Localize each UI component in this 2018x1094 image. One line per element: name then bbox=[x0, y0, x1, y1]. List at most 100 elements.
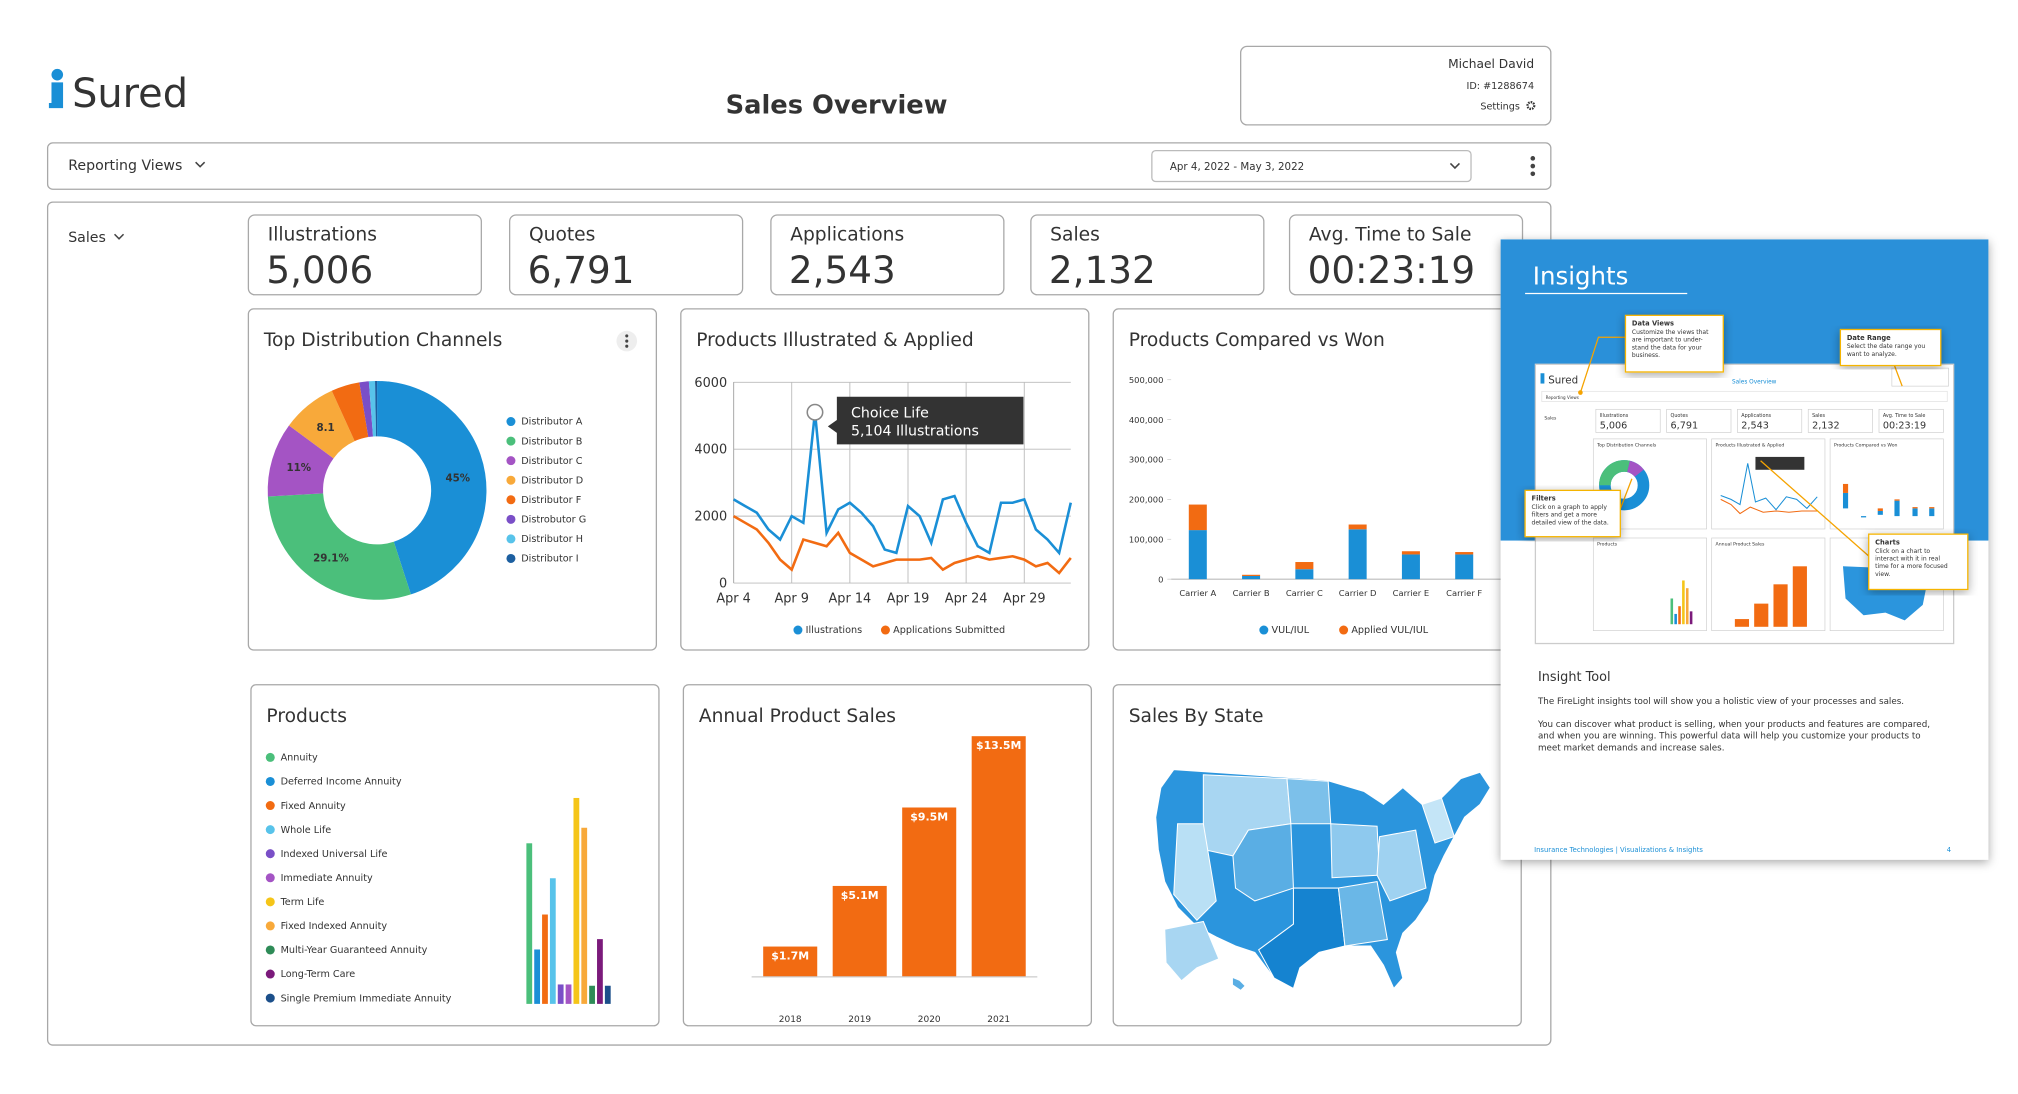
x-tick-label: 2020 bbox=[918, 1015, 941, 1025]
mini-bar bbox=[1842, 483, 1849, 493]
map-region bbox=[1286, 778, 1332, 825]
mini-card bbox=[1711, 438, 1826, 530]
legend-swatch bbox=[265, 969, 275, 979]
callout-box bbox=[1868, 533, 1969, 591]
kpi-label: Illustrations bbox=[268, 225, 377, 246]
kebab-dot[interactable] bbox=[1530, 171, 1536, 177]
mini-kpi-value: 5,006 bbox=[1600, 421, 1628, 432]
x-tick-label: Apr 9 bbox=[774, 591, 809, 606]
map-hawaii bbox=[1232, 978, 1245, 990]
data-label: $9.5M bbox=[910, 810, 948, 823]
mini-kpi-value: 2,132 bbox=[1812, 421, 1840, 432]
donut-segment bbox=[377, 380, 487, 595]
insights-panel: Insights Sured Sales Overview Reporting Vie… bbox=[1500, 239, 1989, 860]
data-label: 8.1 bbox=[316, 422, 334, 434]
mini-logo-icon bbox=[1540, 373, 1545, 384]
logo-icon-dot bbox=[51, 68, 64, 81]
legend-label: Illustrations bbox=[806, 625, 862, 636]
callout-text: stand the data for your bbox=[1632, 344, 1702, 351]
bar bbox=[573, 797, 580, 1004]
legend-swatch bbox=[506, 417, 516, 427]
callout-text: business. bbox=[1632, 352, 1660, 359]
legend-swatch bbox=[506, 534, 516, 544]
reporting-views-dropdown[interactable]: Reporting Views bbox=[68, 158, 182, 174]
legend-swatch bbox=[506, 553, 516, 563]
kebab-dot[interactable] bbox=[625, 334, 629, 338]
donut-segment bbox=[331, 382, 369, 442]
bar bbox=[902, 807, 957, 977]
legend-label: Distrobutor G bbox=[521, 515, 586, 526]
insights-paragraph: The FireLight insights tool will show yo… bbox=[1537, 697, 1904, 707]
logo: Sured bbox=[72, 71, 188, 117]
date-range-text: Apr 4, 2022 - May 3, 2022 bbox=[1170, 161, 1304, 173]
settings-gear[interactable] bbox=[1526, 101, 1536, 111]
kpi-label: Avg. Time to Sale bbox=[1309, 225, 1472, 246]
bar bbox=[565, 984, 572, 1004]
legend-label: Fixed Indexed Annuity bbox=[281, 921, 388, 932]
kebab-dot[interactable] bbox=[625, 344, 629, 348]
bar-segment bbox=[1295, 569, 1314, 580]
legend-swatch bbox=[1339, 625, 1349, 635]
mini-card-title: Products Illustrated & Applied bbox=[1716, 443, 1785, 449]
kebab-dot[interactable] bbox=[1530, 156, 1536, 161]
donut-segment bbox=[368, 380, 377, 437]
bar-segment bbox=[1401, 554, 1420, 580]
legend-swatch bbox=[265, 752, 275, 762]
x-tick-label: Carrier D bbox=[1339, 588, 1377, 598]
legend-label: Applications Submitted bbox=[893, 625, 1005, 636]
mini-bar bbox=[1842, 492, 1849, 509]
bar-segment bbox=[1242, 575, 1261, 580]
mini-kpi-label: Quotes bbox=[1671, 413, 1689, 419]
x-tick-label: Apr 29 bbox=[1003, 591, 1046, 606]
mini-card bbox=[1829, 438, 1944, 530]
callout-text: view. bbox=[1875, 571, 1890, 578]
legend-label: Deferred Income Annuity bbox=[281, 777, 402, 788]
legend-swatch bbox=[506, 475, 516, 485]
page-title: Sales Overview bbox=[726, 90, 948, 120]
kpi-card bbox=[1030, 214, 1265, 296]
mini-card-title: Products bbox=[1597, 542, 1618, 548]
y-tick-label: 0 bbox=[719, 577, 727, 592]
kpi-label: Applications bbox=[790, 225, 904, 246]
legend-swatch bbox=[506, 495, 516, 505]
insights-title: Insights bbox=[1533, 261, 1629, 290]
legend-label: Distributor I bbox=[521, 554, 578, 565]
legend-label: Long-Term Care bbox=[281, 969, 356, 980]
callout-connector bbox=[1579, 336, 1626, 393]
bar bbox=[549, 878, 556, 1004]
data-label: 11% bbox=[286, 462, 311, 474]
bar-segment bbox=[1348, 529, 1367, 580]
date-range-picker[interactable] bbox=[1151, 149, 1472, 183]
callout-title: Data Views bbox=[1632, 320, 1674, 328]
page-number: 4 bbox=[1947, 846, 1951, 854]
line-series bbox=[732, 514, 1072, 575]
kebab-dot[interactable] bbox=[625, 339, 629, 343]
kebab-dot[interactable] bbox=[1530, 163, 1536, 169]
chart-title: Top Distribution Channels bbox=[263, 330, 503, 351]
insights-paragraph: You can discover what product is selling… bbox=[1537, 720, 1930, 730]
mini-kpi bbox=[1737, 408, 1803, 433]
bar bbox=[604, 985, 611, 1004]
bar bbox=[534, 949, 541, 1004]
x-tick-label: Carrier F bbox=[1446, 588, 1482, 598]
x-tick-label: 2021 bbox=[987, 1015, 1010, 1025]
mini-kpi bbox=[1807, 408, 1873, 433]
mini-bar bbox=[1685, 588, 1689, 625]
x-tick-label: Apr 24 bbox=[945, 591, 988, 606]
donut-segment bbox=[267, 493, 411, 600]
chart-title: Annual Product Sales bbox=[699, 706, 896, 727]
sales-filter[interactable]: Sales bbox=[68, 230, 106, 246]
callout-box bbox=[1624, 314, 1724, 373]
chart-card bbox=[680, 308, 1090, 651]
mini-reporting-views: Reporting Views bbox=[1546, 395, 1579, 400]
user-name: Michael David bbox=[1448, 57, 1534, 71]
settings-link[interactable]: Settings bbox=[1480, 101, 1520, 112]
kpi-label: Quotes bbox=[529, 225, 595, 246]
legend-swatch bbox=[265, 921, 275, 931]
y-tick-label: 2000 bbox=[694, 510, 727, 525]
callout-text: interact with it in real bbox=[1875, 556, 1940, 563]
legend-label: Distributor B bbox=[521, 436, 582, 447]
line-series bbox=[732, 412, 1073, 556]
chart-title: Sales By State bbox=[1129, 706, 1264, 727]
user-id: ID: #1288674 bbox=[1466, 81, 1534, 92]
